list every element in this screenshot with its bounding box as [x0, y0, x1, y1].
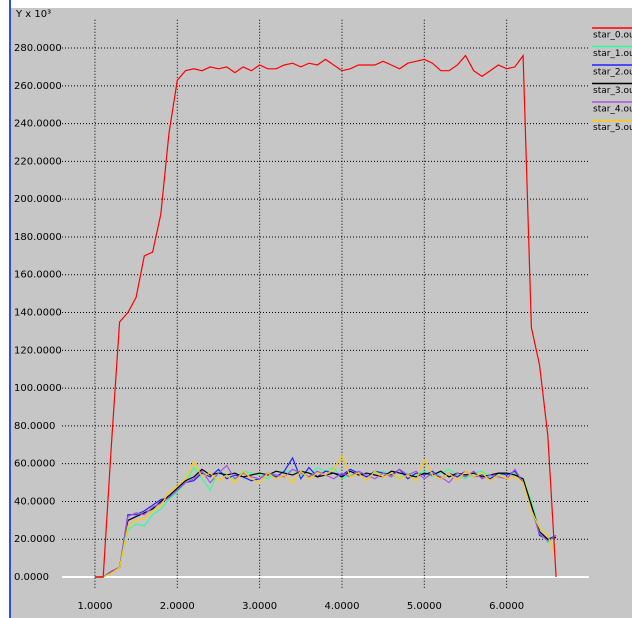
y-tick-label: 120.0000	[14, 345, 62, 356]
data-line	[94, 53, 557, 578]
y-tick-label: 40.0000	[14, 496, 55, 507]
y-tick-label: 100.0000	[14, 383, 62, 394]
y-tick-label: 180.0000	[14, 232, 62, 243]
legend-label: star_4.ou	[593, 105, 632, 115]
y-tick-label: 240.0000	[14, 119, 62, 130]
x-tick-label: 4.0000	[324, 601, 359, 612]
y-tick-label: 80.0000	[14, 421, 55, 432]
y-tick-label: 20.0000	[14, 534, 55, 545]
y-tick-label: 60.0000	[14, 459, 55, 470]
y-tick-label: 260.0000	[14, 81, 62, 92]
y-tick-label: 0.0000	[14, 572, 49, 583]
y-tick-label: 200.0000	[14, 194, 62, 205]
legend-label: star_3.ou	[593, 86, 632, 96]
y-tick-label: 160.0000	[14, 270, 62, 281]
legend-label: star_2.ou	[593, 68, 632, 78]
y-tick-label: 280.0000	[14, 43, 62, 54]
y-axis-label: Y x 10³	[15, 9, 51, 20]
x-tick-label: 2.0000	[160, 601, 195, 612]
y-tick-label: 140.0000	[14, 308, 62, 319]
data-line	[94, 454, 557, 578]
x-tick-label: 5.0000	[407, 601, 442, 612]
x-tick-label: 3.0000	[242, 601, 277, 612]
legend-label: star_5.ou	[593, 123, 632, 133]
legend-label: star_1.ou	[593, 49, 632, 59]
y-tick-label: 220.0000	[14, 156, 62, 167]
x-tick-label: 1.0000	[77, 601, 112, 612]
x-tick-label: 6.0000	[489, 601, 524, 612]
legend-label: star_0.ou	[593, 31, 632, 41]
